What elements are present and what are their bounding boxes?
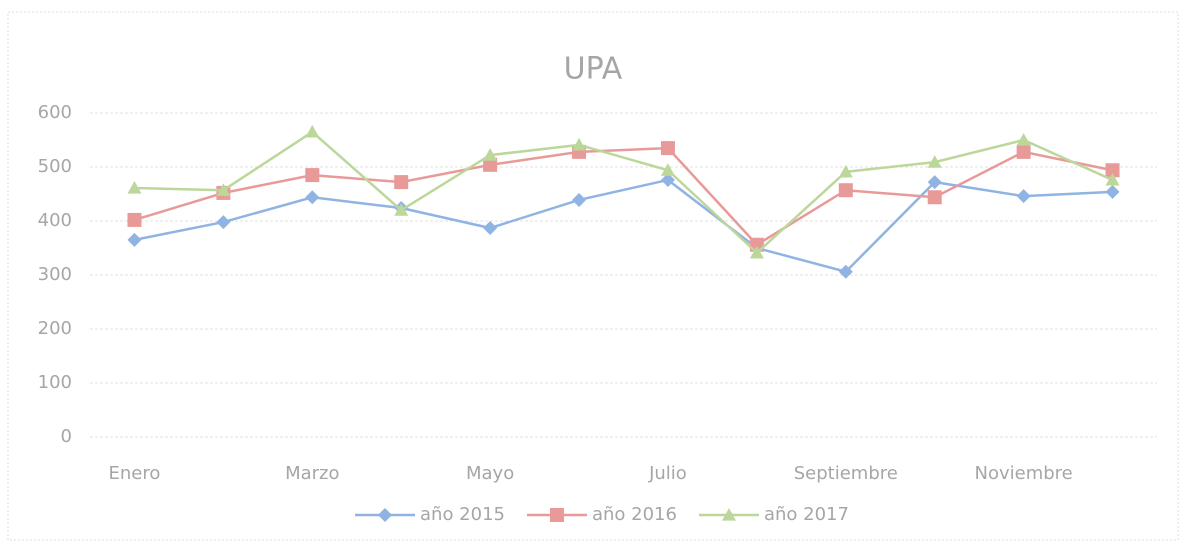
data-point — [127, 181, 142, 194]
chart-title: UPA — [564, 52, 623, 87]
legend-label: año 2016 — [592, 504, 677, 525]
x-tick-label: Septiembre — [794, 463, 898, 484]
data-point — [572, 137, 587, 151]
legend-label: año 2017 — [764, 504, 849, 525]
legend-label: año 2015 — [420, 504, 505, 525]
data-point — [1016, 189, 1031, 204]
x-tick-label: Mayo — [466, 463, 514, 484]
data-point — [1016, 144, 1031, 159]
data-point — [1105, 163, 1120, 178]
chart-border — [7, 11, 1179, 541]
series-line — [134, 178, 1113, 274]
y-tick-label: 600 — [38, 102, 72, 123]
x-tick-label: Noviembre — [975, 463, 1073, 484]
data-point — [127, 212, 142, 227]
series-line — [134, 130, 1114, 255]
data-point — [305, 124, 320, 138]
data-point — [1105, 172, 1120, 186]
x-tick-label: Marzo — [285, 463, 339, 484]
data-point — [838, 164, 853, 178]
data-point — [1105, 184, 1120, 199]
data-point — [927, 190, 942, 205]
data-point — [483, 157, 498, 172]
data-point — [305, 168, 320, 183]
data-point — [394, 203, 409, 216]
series-line — [134, 146, 1113, 247]
legend-marker — [721, 508, 736, 521]
data-point — [1016, 133, 1031, 146]
data-point — [660, 163, 675, 176]
y-tick-label: 0 — [61, 426, 72, 447]
data-point — [660, 172, 675, 187]
data-point — [838, 183, 853, 198]
data-point — [838, 264, 853, 279]
data-point — [127, 232, 142, 247]
y-tick-label: 200 — [38, 318, 72, 339]
x-tick-label: Julio — [648, 463, 687, 484]
data-point — [483, 148, 498, 161]
data-point — [927, 155, 942, 168]
legend-marker — [378, 508, 392, 522]
y-tick-label: 300 — [38, 264, 72, 285]
data-point — [927, 175, 942, 190]
data-point — [216, 215, 231, 230]
data-point — [572, 192, 587, 207]
data-point — [216, 183, 231, 196]
y-tick-label: 100 — [38, 372, 72, 393]
data-point — [394, 175, 409, 190]
data-point — [483, 221, 498, 236]
y-tick-label: 400 — [38, 210, 72, 231]
legend-marker — [549, 508, 564, 522]
y-tick-label: 500 — [38, 156, 72, 177]
data-point — [305, 190, 320, 205]
data-point — [749, 245, 764, 259]
x-tick-label: Enero — [109, 463, 161, 484]
data-point — [660, 141, 675, 156]
